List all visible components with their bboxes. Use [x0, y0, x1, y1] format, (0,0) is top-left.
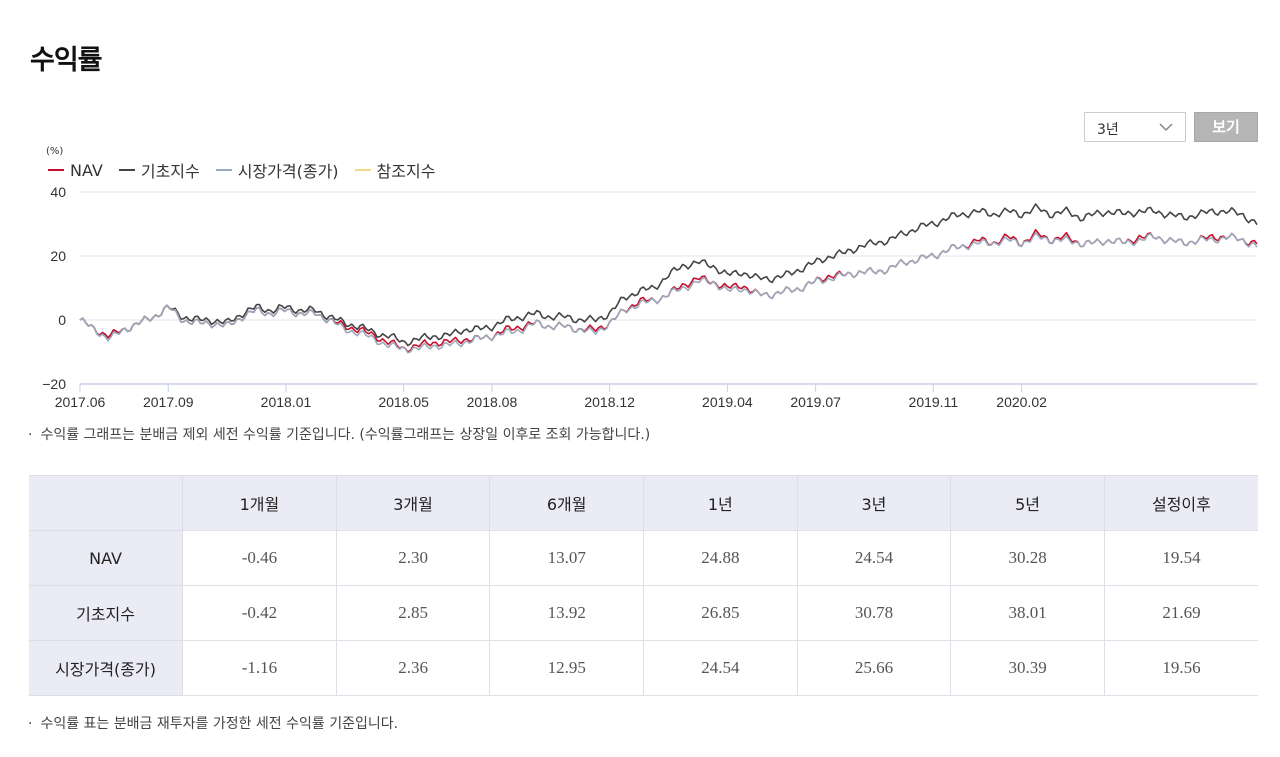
chart-note-bullet: ·	[28, 427, 33, 443]
period-select-value: 3년	[1097, 122, 1119, 138]
x-tick-label: 2020.02	[996, 394, 1047, 410]
series-line-base-index	[79, 203, 1258, 347]
table-cell: 13.92	[489, 585, 644, 641]
y-tick-label: 20	[50, 248, 66, 264]
table-note: · 수익률 표는 분배금 재투자를 가정한 세전 수익률 기준입니다.	[28, 713, 398, 733]
chart-unit: (%)	[46, 146, 64, 157]
table-cell: 30.78	[796, 585, 952, 641]
chart-note: · 수익률 그래프는 분배금 제외 세전 수익률 기준입니다. (수익률그래프는 …	[28, 424, 650, 444]
legend-swatch-market-price	[215, 169, 232, 171]
table-cell: -1.16	[182, 640, 337, 696]
view-button[interactable]: 보기	[1194, 112, 1258, 142]
chart-note-text: 수익률 그래프는 분배금 제외 세전 수익률 기준입니다. (수익률그래프는 상…	[40, 427, 651, 443]
legend-item-nav[interactable]: NAV	[48, 158, 103, 182]
table-cell: 21.69	[1103, 585, 1258, 641]
table-header-cell: 1년	[643, 475, 798, 531]
table-header-cell: 5년	[950, 475, 1105, 531]
table-cell: -0.42	[182, 585, 337, 641]
table-cell: 24.88	[643, 530, 798, 586]
series-line-market-price	[79, 232, 1258, 354]
x-tick-label: 2018.05	[378, 394, 429, 410]
legend-swatch-base-index	[118, 169, 135, 171]
table-cell: 2.30	[335, 530, 491, 586]
chevron-down-icon	[1157, 118, 1175, 140]
x-tick-label: 2019.11	[909, 394, 959, 410]
table-cell: 19.54	[1103, 530, 1258, 586]
x-tick-label: 2018.01	[261, 394, 312, 410]
page-title: 수익률	[30, 45, 103, 76]
table-header-cell: 1개월	[182, 475, 337, 531]
x-tick-label: 2019.07	[790, 394, 841, 410]
table-header-row: 1개월 3개월 6개월 1년 3년 5년 설정이후	[29, 475, 1258, 531]
table-header-cell	[29, 475, 184, 531]
row-label: 기초지수	[29, 585, 184, 641]
legend-label-market-price: 시장가격(종가)	[237, 162, 339, 181]
legend-item-reference-index[interactable]: 참조지수	[354, 158, 436, 182]
table-cell: 25.66	[796, 640, 952, 696]
series-line-nav	[79, 228, 1258, 353]
legend-label-reference-index: 참조지수	[376, 162, 436, 181]
table-cell: 30.39	[950, 640, 1105, 696]
x-tick-label: 2019.04	[702, 394, 753, 410]
row-label: NAV	[29, 530, 184, 586]
legend-item-base-index[interactable]: 기초지수	[118, 158, 200, 182]
x-tick-label: 2018.12	[584, 394, 635, 410]
table-cell: 30.28	[950, 530, 1105, 586]
table-header-cell: 6개월	[489, 475, 644, 531]
table-note-text: 수익률 표는 분배금 재투자를 가정한 세전 수익률 기준입니다.	[40, 716, 399, 732]
table-cell: -0.46	[182, 530, 337, 586]
period-select[interactable]: 3년	[1084, 112, 1186, 142]
table-header-cell: 3년	[796, 475, 952, 531]
x-tick-label: 2018.08	[467, 394, 518, 410]
table-cell: 13.07	[489, 530, 644, 586]
table-header-cell: 설정이후	[1103, 475, 1258, 531]
legend-item-market-price[interactable]: 시장가격(종가)	[215, 158, 339, 182]
table-row: 시장가격(종가) -1.16 2.36 12.95 24.54 25.66 30…	[29, 640, 1258, 696]
table-note-bullet: ·	[28, 716, 33, 732]
table-cell: 2.85	[335, 585, 491, 641]
table-header-cell: 3개월	[335, 475, 491, 531]
table-cell: 19.56	[1103, 640, 1258, 696]
chart-legend: NAV 기초지수 시장가격(종가) 참조지수	[48, 158, 451, 182]
y-tick-label: −20	[42, 376, 66, 392]
legend-swatch-reference-index	[354, 169, 371, 171]
table-cell: 12.95	[489, 640, 644, 696]
x-tick-label: 2017.09	[143, 394, 194, 410]
x-tick-label: 2017.06	[55, 394, 106, 410]
returns-table: 1개월 3개월 6개월 1년 3년 5년 설정이후 NAV -0.46 2.30…	[29, 475, 1258, 696]
table-row: 기초지수 -0.42 2.85 13.92 26.85 30.78 38.01 …	[29, 585, 1258, 641]
table-cell: 24.54	[643, 640, 798, 696]
legend-swatch-nav	[48, 169, 64, 171]
table-cell: 38.01	[950, 585, 1105, 641]
legend-label-nav: NAV	[70, 160, 103, 180]
table-row: NAV -0.46 2.30 13.07 24.88 24.54 30.28 1…	[29, 530, 1258, 586]
table-cell: 24.54	[796, 530, 952, 586]
legend-label-base-index: 기초지수	[140, 162, 200, 181]
y-tick-label: 40	[50, 184, 66, 200]
table-cell: 2.36	[335, 640, 491, 696]
table-cell: 26.85	[643, 585, 798, 641]
returns-line-chart: 40 20 0 −20 2017.06 2017.09 2018.01 2018.05 2018…	[42, 184, 1258, 410]
row-label: 시장가격(종가)	[29, 640, 184, 696]
y-tick-label: 0	[58, 312, 66, 328]
